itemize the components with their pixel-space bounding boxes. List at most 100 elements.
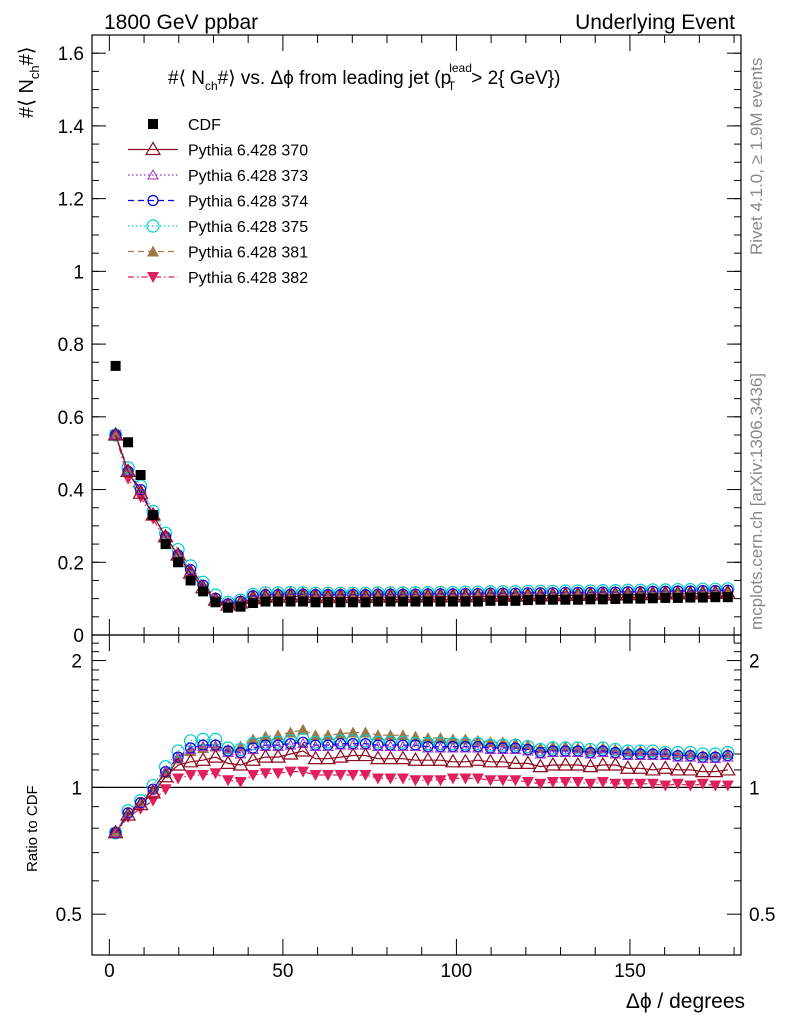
ratio-data-point (644, 761, 661, 776)
ratio-data-point (321, 735, 335, 749)
ratio-data-point (222, 775, 235, 787)
ratio-data-point (297, 737, 309, 749)
main-data-point (110, 360, 121, 371)
main-data-point (460, 596, 471, 607)
ratio-data-point (657, 760, 674, 774)
main-data-point (647, 593, 658, 604)
ratio-y-tick-label: 2 (71, 652, 82, 673)
ratio-data-point (659, 749, 672, 761)
ratio-data-point (371, 773, 384, 785)
ratio-data-point (508, 738, 523, 752)
ratio-data-point (521, 776, 534, 788)
ratio-data-point (120, 806, 137, 821)
ratio-data-point (446, 773, 459, 785)
ratio-data-point (582, 758, 599, 773)
ratio-data-point (446, 733, 459, 745)
ratio-data-point (207, 748, 224, 763)
ratio-data-point (332, 748, 349, 763)
ratio-data-point (259, 768, 272, 780)
ratio-data-point (132, 796, 149, 811)
ratio-data-point (521, 739, 535, 754)
ratio-data-point (197, 769, 210, 781)
ratio-data-point (432, 752, 449, 766)
ratio-data-point (221, 741, 235, 755)
legend-entry-label: Pythia 6.428 381 (188, 245, 308, 262)
ratio-data-point (708, 747, 722, 761)
ratio-data-point (572, 745, 584, 757)
ratio-data-point (246, 737, 260, 751)
ratio-data-point (409, 775, 422, 787)
ratio-data-point (596, 741, 610, 755)
ratio-data-point (232, 756, 249, 771)
ratio-series-line (115, 750, 728, 834)
ratio-data-point (632, 760, 649, 774)
ratio-data-point (471, 773, 484, 785)
main-data-point (298, 596, 309, 607)
mcplots-reference-label: mcplots.cern.ch [arXiv:1306.3436] (747, 373, 766, 630)
main-data-point (660, 592, 671, 603)
ratio-data-point (334, 769, 347, 781)
ratio-data-point (671, 751, 684, 762)
main-data-point (185, 575, 196, 586)
main-data-point (120, 463, 137, 477)
ratio-data-point (584, 746, 596, 759)
ratio-data-point (346, 769, 359, 781)
main-data-point (123, 437, 134, 448)
ratio-data-point (359, 769, 372, 781)
ratio-plot-frame (91, 634, 742, 956)
ratio-data-point (597, 746, 609, 758)
main-data-point (135, 470, 146, 480)
ratio-data-point (484, 775, 497, 787)
ratio-data-point (322, 769, 334, 781)
main-data-point (273, 596, 284, 607)
main-data-point (335, 597, 346, 608)
ratio-data-point (721, 745, 735, 760)
legend-marker (147, 245, 159, 257)
rivet-version-label: Rivet 4.1.0, ≥ 1.9M events (747, 58, 766, 255)
ratio-data-point (569, 756, 586, 771)
ratio-data-point (172, 773, 185, 785)
ratio-data-point (682, 761, 699, 776)
ratio-data-point (707, 763, 724, 778)
ratio-data-point (459, 773, 472, 785)
ratio-data-point (434, 741, 447, 753)
ratio-data-point (184, 769, 197, 781)
ratio-series-line (115, 738, 728, 834)
legend-marker (147, 272, 159, 283)
main-data-point (323, 597, 333, 608)
ratio-data-point (197, 740, 209, 752)
main-data-point (447, 596, 458, 607)
ratio-data-point (696, 752, 709, 764)
ratio-data-point (557, 756, 574, 771)
main-series-line (115, 434, 728, 606)
main-data-point (585, 594, 596, 605)
ratio-data-point (419, 752, 436, 766)
main-data-point (685, 592, 696, 603)
ratio-data-point (509, 743, 522, 755)
ratio-data-point (358, 734, 373, 748)
ratio-data-point (596, 776, 609, 788)
main-data-point (697, 592, 708, 603)
ratio-data-point (696, 749, 709, 761)
ratio-series-3 (108, 732, 735, 840)
ratio-data-point (159, 784, 172, 796)
ratio-data-point (297, 766, 310, 778)
main-data-point (547, 594, 558, 605)
ratio-data-point (534, 778, 547, 790)
main-data-point (107, 426, 124, 441)
main-data-point (422, 596, 433, 607)
ratio-data-point (447, 741, 459, 753)
legend-marker (147, 194, 159, 207)
main-data-point (109, 429, 122, 440)
ratio-data-point (532, 758, 549, 773)
ratio-data-point (282, 745, 299, 760)
main-data-point (235, 601, 246, 612)
ratio-data-point (220, 755, 237, 770)
ratio-data-point (247, 769, 260, 781)
main-data-point (560, 594, 571, 605)
ratio-data-point (709, 752, 722, 764)
ratio-data-point (634, 749, 647, 761)
ratio-data-point (721, 751, 734, 762)
legend-entry-label: Pythia 6.428 375 (188, 219, 308, 236)
main-data-point (223, 602, 234, 613)
